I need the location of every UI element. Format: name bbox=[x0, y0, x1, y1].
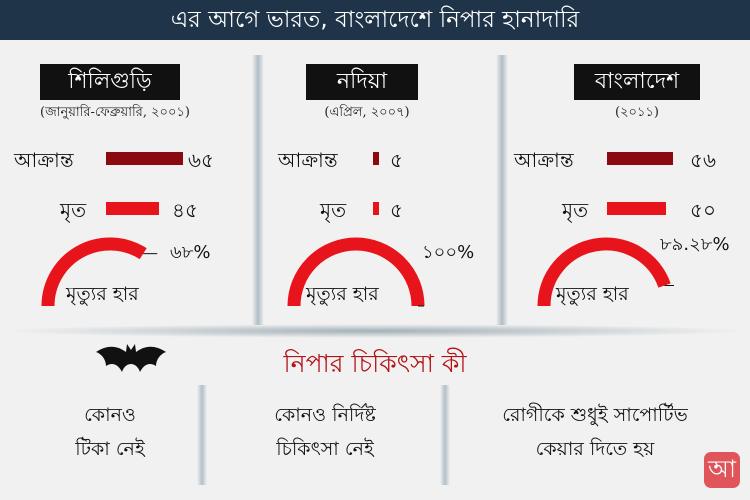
section-divider bbox=[0, 324, 750, 338]
divider bbox=[496, 55, 508, 325]
mortality-gauge-arc bbox=[41, 237, 147, 307]
panel-title: শিলিগুড়ি bbox=[40, 64, 180, 100]
dead-value: ৪৫ bbox=[172, 198, 198, 222]
dead-label: মৃত bbox=[562, 198, 589, 222]
dead-label: মৃত bbox=[320, 198, 347, 222]
affected-label: আক্রান্ত bbox=[514, 148, 574, 172]
mortality-gauge bbox=[537, 237, 674, 307]
mortality-gauge bbox=[287, 237, 425, 307]
divider bbox=[252, 55, 264, 325]
mortality-rate-value: ১০০% bbox=[422, 242, 475, 263]
affected-value: ৫৬ bbox=[690, 148, 716, 172]
affected-label: আক্রান্ত bbox=[278, 148, 338, 172]
outbreak-panel-siliguri: শিলিগুড়ি (জানুয়ারি-ফেব্রুয়ারি, ২০০১) … bbox=[0, 58, 250, 320]
mortality-rate-value: ৮৯.২৮% bbox=[660, 234, 730, 255]
outbreak-panel-bangladesh: বাংলাদেশ (২০১১) আক্রান্ত ৫৬ মৃত ৫০ ৮৯.২৮… bbox=[500, 58, 750, 320]
dead-label: মৃত bbox=[60, 198, 87, 222]
affected-value: ৫ bbox=[390, 148, 403, 172]
outbreak-panel-nadia: নদিয়া (এপ্রিল, ২০০৭) আক্রান্ত ৫ মৃত ৫ ১… bbox=[250, 58, 500, 320]
treatment-item-line1: কোনও নির্দিষ্ট bbox=[274, 404, 376, 426]
panel-title: নদিয়া bbox=[306, 64, 418, 100]
mortality-gauge bbox=[41, 237, 158, 307]
mortality-rate-label: মৃত্যুর হার bbox=[556, 283, 629, 305]
divider bbox=[197, 385, 207, 485]
treatment-item-line1: কোনও bbox=[84, 404, 136, 426]
mortality-gauge-arc bbox=[537, 237, 671, 307]
dead-bar bbox=[607, 202, 666, 215]
treatment-item-line2: চিকিৎসা নেই bbox=[276, 438, 374, 460]
dead-value: ৫০ bbox=[690, 198, 716, 222]
treatment-item-cure: কোনও নির্দিষ্ট চিকিৎসা নেই bbox=[230, 398, 420, 466]
page-title: এর আগে ভারত, বাংলাদেশে নিপার হানাদারি bbox=[170, 7, 580, 33]
brand-logo: আ bbox=[704, 452, 740, 488]
dead-value: ৫ bbox=[390, 198, 403, 222]
mortality-rate-label: মৃত্যুর হার bbox=[306, 283, 379, 305]
mortality-rate-value: ৬৮% bbox=[170, 242, 211, 263]
header-banner: এর আগে ভারত, বাংলাদেশে নিপার হানাদারি bbox=[0, 0, 750, 40]
affected-value: ৬৫ bbox=[188, 148, 214, 172]
mortality-gauge-arc bbox=[287, 237, 425, 307]
panel-period: (এপ্রিল, ২০০৭) bbox=[324, 105, 410, 120]
divider bbox=[440, 385, 450, 485]
brand-logo-text: আ bbox=[708, 455, 736, 483]
panel-period: (২০১১) bbox=[615, 105, 659, 120]
panel-title: বাংলাদেশ bbox=[574, 64, 700, 100]
affected-bar bbox=[106, 152, 183, 165]
treatment-item-line1: রোগীকে শুধুই সাপোর্টিভ bbox=[502, 404, 688, 426]
affected-label: আক্রান্ত bbox=[14, 148, 74, 172]
dead-bar bbox=[373, 202, 379, 215]
affected-bar bbox=[607, 152, 674, 165]
treatment-item-line2: কেয়ার দিতে হয় bbox=[535, 438, 655, 460]
dead-bar bbox=[106, 202, 160, 215]
treatment-item-vaccine: কোনও টিকা নেই bbox=[30, 398, 190, 466]
panel-period: (জানুয়ারি-ফেব্রুয়ারি, ২০০১) bbox=[40, 105, 190, 120]
mortality-rate-label: মৃত্যুর হার bbox=[66, 283, 139, 305]
treatment-item-supportive-care: রোগীকে শুধুই সাপোর্টিভ কেয়ার দিতে হয় bbox=[460, 398, 730, 466]
treatment-title: নিপার চিকিৎসা কী bbox=[283, 349, 467, 378]
treatment-item-line2: টিকা নেই bbox=[75, 438, 145, 460]
affected-bar bbox=[373, 152, 379, 165]
bat-icon bbox=[96, 344, 166, 372]
